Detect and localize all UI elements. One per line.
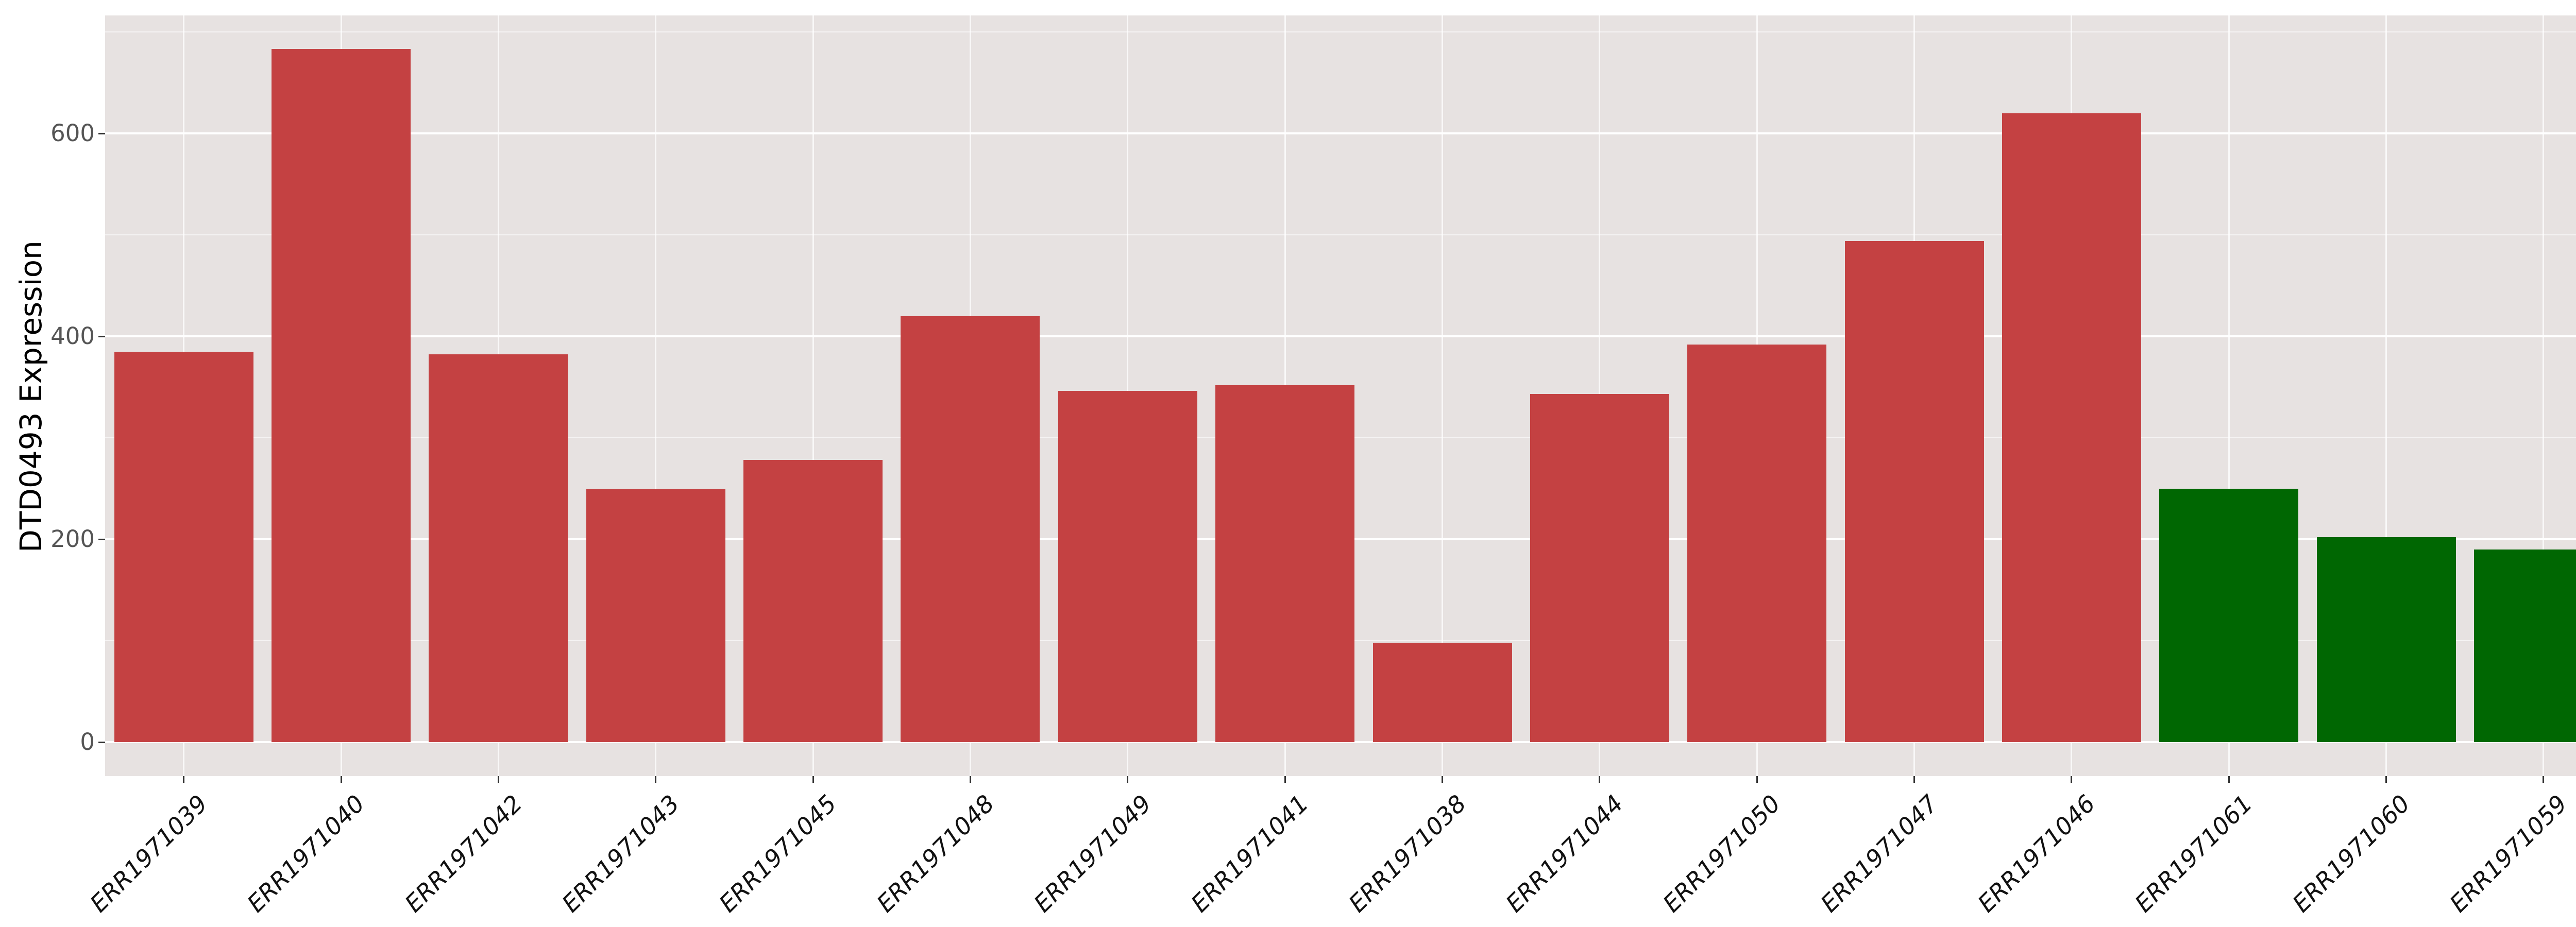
x-tick <box>1913 776 1916 783</box>
bar-ERR1971050 <box>1687 344 1827 742</box>
bar-ERR1971060 <box>2316 537 2456 742</box>
y-tick-label: 600 <box>50 119 95 147</box>
category-gridline <box>812 15 814 776</box>
category-gridline <box>655 15 657 776</box>
major-gridline <box>105 335 2576 337</box>
x-tick <box>497 776 499 783</box>
major-gridline <box>105 132 2576 134</box>
x-tick <box>2071 776 2073 783</box>
bar-ERR1971047 <box>1844 241 1984 742</box>
y-tick-label: 400 <box>50 322 95 350</box>
bar-ERR1971042 <box>429 354 568 742</box>
x-tick-label: ERR1971039 <box>84 789 213 918</box>
x-tick <box>1284 776 1286 783</box>
x-tick-label: ERR1971047 <box>1815 789 1943 918</box>
bar-ERR1971049 <box>1058 391 1197 742</box>
y-tick <box>98 335 105 337</box>
bar-ERR1971059 <box>2473 549 2576 742</box>
x-tick <box>812 776 814 783</box>
x-tick-label: ERR1971038 <box>1343 789 1471 918</box>
x-tick-label: ERR1971040 <box>242 789 370 918</box>
bar-ERR1971061 <box>2159 488 2299 742</box>
y-tick <box>98 538 105 540</box>
x-tick <box>1756 776 1758 783</box>
y-tick <box>98 132 105 134</box>
bar-ERR1971048 <box>901 316 1040 742</box>
x-tick-label: ERR1971044 <box>1500 789 1629 918</box>
x-tick-label: ERR1971046 <box>1972 789 2101 918</box>
bar-ERR1971045 <box>743 460 883 742</box>
x-tick-label: ERR1971050 <box>1657 789 1786 918</box>
x-tick <box>2385 776 2387 783</box>
x-tick <box>655 776 657 783</box>
x-tick <box>1599 776 1601 783</box>
bar-ERR1971046 <box>2002 113 2141 742</box>
x-tick-label: ERR1971049 <box>1028 789 1157 918</box>
minor-gridline <box>105 234 2576 235</box>
category-gridline <box>2228 15 2230 776</box>
plot-panel <box>105 15 2576 776</box>
bar-ERR1971038 <box>1372 642 1512 742</box>
category-gridline <box>1442 15 1443 776</box>
bar-ERR1971044 <box>1530 394 1669 742</box>
x-tick-label: ERR1971043 <box>556 789 685 918</box>
x-tick <box>1442 776 1443 783</box>
category-gridline <box>2543 15 2545 776</box>
y-tick-label: 200 <box>50 525 95 553</box>
x-tick-label: ERR1971048 <box>871 789 999 918</box>
x-tick-label: ERR1971041 <box>1185 789 1314 918</box>
x-tick <box>183 776 185 783</box>
category-gridline <box>2385 15 2387 776</box>
x-tick <box>1127 776 1129 783</box>
bar-ERR1971039 <box>114 351 253 742</box>
bar-ERR1971040 <box>272 49 411 742</box>
bar-ERR1971043 <box>586 489 725 742</box>
x-tick <box>2543 776 2545 783</box>
y-tick-label: 0 <box>80 728 95 756</box>
x-tick <box>969 776 971 783</box>
x-tick-label: ERR1971059 <box>2444 789 2573 918</box>
x-tick <box>340 776 342 783</box>
x-tick <box>2228 776 2230 783</box>
y-tick <box>98 741 105 743</box>
x-tick-label: ERR1971045 <box>714 789 842 918</box>
major-gridline <box>105 741 2576 743</box>
minor-gridline <box>105 31 2576 32</box>
y-axis-title: DTD0493 Expression <box>13 241 48 553</box>
x-tick-label: ERR1971061 <box>2129 789 2258 918</box>
bar-ERR1971041 <box>1215 385 1355 742</box>
x-tick-label: ERR1971060 <box>2287 789 2415 918</box>
x-tick-label: ERR1971042 <box>399 789 528 918</box>
